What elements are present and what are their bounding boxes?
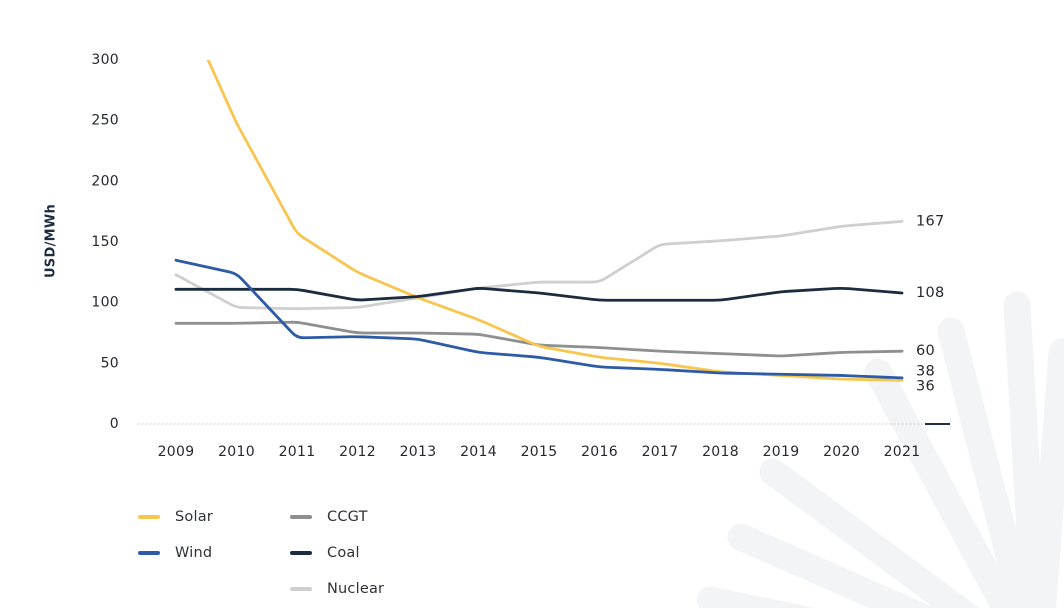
sunburst-decoration	[696, 291, 1064, 608]
sun-ray-icon	[759, 458, 980, 608]
x-tick-label: 2011	[279, 444, 316, 460]
x-tick-label: 2020	[823, 444, 860, 460]
x-tick-label: 2012	[339, 444, 376, 460]
chart-legend: Solar Wind CCGT Coal Nuclear	[138, 499, 384, 607]
series-line-ccgt	[174, 320, 904, 358]
legend-item-ccgt: CCGT	[290, 499, 384, 535]
sun-ray-icon	[1029, 338, 1064, 608]
legend-item-nuclear: Nuclear	[290, 571, 384, 607]
x-tick-label: 2019	[763, 444, 800, 460]
legend-swatch-coal-icon	[290, 551, 312, 555]
series-line-wind	[174, 258, 904, 380]
legend-swatch-ccgt-icon	[290, 515, 312, 519]
x-tick-label: 2010	[218, 444, 255, 460]
legend-label: Solar	[175, 509, 213, 525]
y-tick-label: 300	[91, 52, 119, 68]
legend-label: Coal	[327, 545, 360, 561]
series-end-label-coal: 108	[916, 285, 945, 301]
x-tick-label: 2017	[642, 444, 679, 460]
legend-column: Solar Wind	[138, 499, 290, 571]
legend-column: CCGT Coal Nuclear	[290, 499, 384, 607]
axis-tick-labels: 0 50 100 150 200 250 300 2009 2010 2011 2012 2013 20…	[91, 52, 920, 460]
series-lines	[174, 60, 904, 382]
y-tick-label: 250	[91, 113, 119, 129]
legend-item-solar: Solar	[138, 499, 290, 535]
legend-swatch-wind-icon	[138, 551, 160, 555]
x-tick-label: 2015	[521, 444, 558, 460]
y-tick-label: 100	[91, 295, 119, 311]
y-tick-label: 150	[91, 234, 119, 250]
series-end-label-ccgt: 60	[916, 343, 935, 359]
x-tick-label: 2014	[460, 444, 497, 460]
series-line-nuclear	[174, 219, 904, 311]
x-tick-label: 2018	[702, 444, 739, 460]
x-tick-label: 2013	[400, 444, 437, 460]
sun-ray-icon	[937, 317, 1037, 608]
legend-item-wind: Wind	[138, 535, 290, 571]
series-end-label-solar: 36	[916, 379, 935, 395]
legend-label: CCGT	[327, 509, 368, 525]
sun-ray-icon	[727, 523, 936, 608]
legend-label: Nuclear	[327, 581, 385, 597]
series-end-label-wind: 38	[916, 364, 935, 380]
y-tick-label: 200	[91, 173, 119, 189]
y-tick-label: 50	[101, 355, 119, 371]
series-end-label-nuclear: 167	[916, 213, 945, 229]
x-tick-label: 2021	[884, 444, 921, 460]
legend-item-coal: Coal	[290, 535, 384, 571]
legend-swatch-nuclear-icon	[290, 587, 312, 591]
y-axis-title: USD/MWh	[43, 203, 59, 279]
x-tick-label: 2016	[581, 444, 618, 460]
series-line-coal	[174, 286, 904, 302]
x-tick-label: 2009	[158, 444, 195, 460]
legend-label: Wind	[175, 545, 213, 561]
y-tick-label: 0	[110, 416, 119, 432]
legend-swatch-solar-icon	[138, 515, 160, 519]
sun-ray-icon	[864, 358, 1021, 608]
